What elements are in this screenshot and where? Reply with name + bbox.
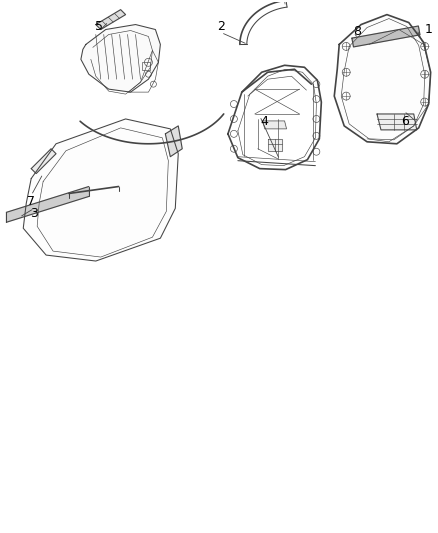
Polygon shape bbox=[23, 119, 178, 261]
Polygon shape bbox=[377, 114, 417, 130]
Polygon shape bbox=[165, 126, 182, 157]
Polygon shape bbox=[334, 14, 431, 144]
Text: 2: 2 bbox=[217, 20, 225, 33]
Polygon shape bbox=[7, 187, 89, 222]
Text: 7: 7 bbox=[27, 195, 35, 208]
Text: 1: 1 bbox=[425, 23, 433, 36]
Bar bbox=[142, 62, 150, 70]
Text: 6: 6 bbox=[401, 116, 409, 128]
Text: 8: 8 bbox=[353, 25, 361, 38]
Polygon shape bbox=[31, 149, 56, 174]
Polygon shape bbox=[268, 139, 282, 151]
Polygon shape bbox=[81, 25, 160, 92]
Text: 4: 4 bbox=[261, 116, 268, 128]
Text: 3: 3 bbox=[30, 207, 38, 220]
Polygon shape bbox=[96, 10, 126, 29]
Polygon shape bbox=[352, 26, 420, 47]
Polygon shape bbox=[263, 121, 286, 129]
Text: 5: 5 bbox=[95, 20, 103, 33]
